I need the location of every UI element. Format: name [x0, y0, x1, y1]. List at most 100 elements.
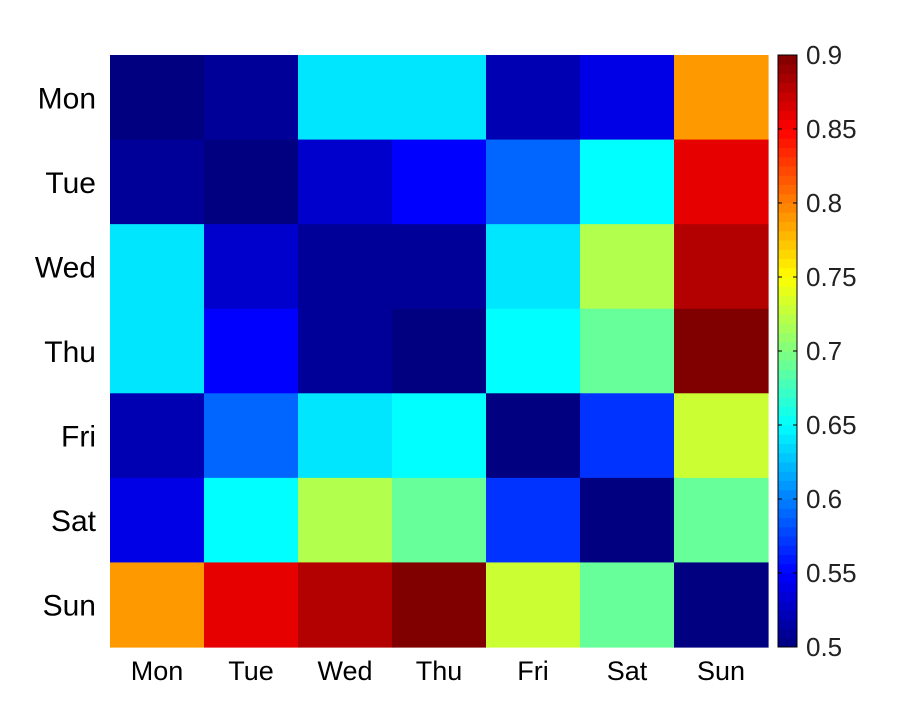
heatmap-cell-sat-tue [204, 477, 299, 564]
colorbar-segment [778, 240, 797, 250]
heatmap-cell-wed-fri [486, 224, 581, 310]
colorbar-segment [778, 508, 797, 518]
y-tick-label-fri: Fri [61, 421, 96, 454]
y-tick-label-wed: Wed [35, 251, 96, 284]
heatmap-cell-thu-mon [110, 308, 205, 394]
y-tick-label-sun: Sun [43, 590, 96, 623]
heatmap-cell-mon-thu [392, 55, 487, 141]
colorbar-segment [778, 582, 797, 592]
colorbar-tick-label: 0.5 [806, 632, 842, 662]
colorbar-tick-label: 0.65 [806, 410, 857, 440]
colorbar-segment [778, 304, 797, 315]
heatmap-cell-sun-tue [204, 562, 299, 648]
heatmap-cell-mon-tue [204, 55, 299, 141]
colorbar-segment [778, 147, 797, 158]
colorbar-segment [778, 545, 797, 555]
heatmap-cell-fri-wed [298, 393, 393, 479]
heatmap-cells [110, 55, 769, 648]
heatmap-cell-sun-sun [674, 562, 769, 648]
heatmap-cell-tue-sun [674, 139, 769, 225]
colorbar-segment [778, 138, 797, 148]
colorbar-segment [778, 230, 797, 241]
heatmap-cell-thu-fri [486, 308, 581, 394]
y-tick-label-mon: Mon [38, 82, 96, 115]
heatmap-cell-fri-sat [580, 393, 675, 479]
colorbar-segment [778, 480, 797, 491]
heatmap-cell-fri-fri [486, 393, 581, 479]
heatmap-cell-sun-sat [580, 562, 675, 648]
colorbar-segment [778, 73, 797, 84]
colorbar-segment [778, 489, 797, 500]
colorbar-tick-label: 0.55 [806, 558, 857, 588]
colorbar-segment [778, 332, 797, 343]
x-tick-label-wed: Wed [317, 656, 372, 686]
colorbar-tick-label: 0.75 [806, 262, 857, 292]
colorbar-segment [778, 166, 797, 176]
colorbar-segment [778, 443, 797, 454]
y-tick-label-sat: Sat [51, 505, 97, 538]
heatmap-cell-sat-thu [392, 477, 487, 564]
colorbar-segment [778, 286, 797, 296]
colorbar-segment [778, 341, 797, 352]
colorbar-segment [778, 536, 797, 546]
heatmap-cell-sat-wed [298, 477, 393, 564]
colorbar-tick-label: 0.8 [806, 188, 842, 218]
colorbar-segment [778, 360, 797, 370]
colorbar-segment [778, 406, 797, 417]
x-tick-label-sun: Sun [697, 656, 745, 686]
heatmap-cell-sat-fri [486, 477, 581, 564]
colorbar-segment [778, 92, 797, 102]
colorbar-segment [778, 258, 797, 269]
colorbar-segment [778, 203, 797, 213]
colorbar-segment [778, 434, 797, 444]
heatmap-cell-tue-thu [392, 139, 487, 225]
heatmap-cell-sun-fri [486, 562, 581, 648]
colorbar-segment [778, 517, 797, 528]
colorbar-tick-label: 0.85 [806, 114, 857, 144]
colorbar-segment [778, 591, 797, 602]
heatmap-cell-thu-wed [298, 308, 393, 394]
colorbar-segment [778, 295, 797, 306]
heatmap-cell-fri-tue [204, 393, 299, 479]
heatmap-cell-fri-sun [674, 393, 769, 479]
heatmap-cell-tue-fri [486, 139, 581, 225]
colorbar-segment [778, 415, 797, 426]
heatmap-cell-mon-fri [486, 55, 581, 141]
colorbar-tick-label: 0.9 [806, 40, 842, 70]
colorbar-segment [778, 119, 797, 130]
colorbar-segment [778, 82, 797, 93]
colorbar-segment [778, 554, 797, 565]
colorbar-segment [778, 563, 797, 574]
colorbar-segment [778, 610, 797, 620]
colorbar-segment [778, 425, 797, 435]
heatmap-cell-thu-tue [204, 308, 299, 394]
colorbar-segment [778, 249, 797, 259]
heatmap-cell-wed-sat [580, 224, 675, 310]
colorbar-segment [778, 619, 797, 629]
x-tick-label-tue: Tue [228, 656, 274, 686]
x-tick-label-fri: Fri [517, 656, 548, 686]
colorbar-tick-label: 0.7 [806, 336, 842, 366]
x-axis-labels: Mon Tue Wed Thu Fri Sat Sun [131, 656, 745, 686]
heatmap-cell-wed-sun [674, 224, 769, 310]
colorbar-segment [778, 471, 797, 481]
colorbar-tick-label: 0.6 [806, 484, 842, 514]
heatmap-cell-mon-mon [110, 55, 205, 141]
heatmap-cell-mon-sat [580, 55, 675, 141]
y-tick-label-thu: Thu [44, 336, 96, 369]
heatmap-cell-wed-mon [110, 224, 205, 310]
colorbar-segment [778, 193, 797, 204]
colorbar-segment [778, 397, 797, 407]
heatmap-cell-wed-wed [298, 224, 393, 310]
colorbar-segment [778, 526, 797, 537]
heatmap-cell-sun-mon [110, 562, 205, 648]
colorbar-segment [778, 55, 797, 65]
colorbar-segment [778, 101, 797, 111]
colorbar-segment [778, 212, 797, 222]
heatmap-cell-wed-tue [204, 224, 299, 310]
heatmap-cell-tue-sat [580, 139, 675, 225]
heatmap-cell-sun-wed [298, 562, 393, 648]
heatmap-cell-sat-sun [674, 477, 769, 564]
colorbar-segment [778, 499, 797, 509]
colorbar-segment [778, 369, 797, 380]
